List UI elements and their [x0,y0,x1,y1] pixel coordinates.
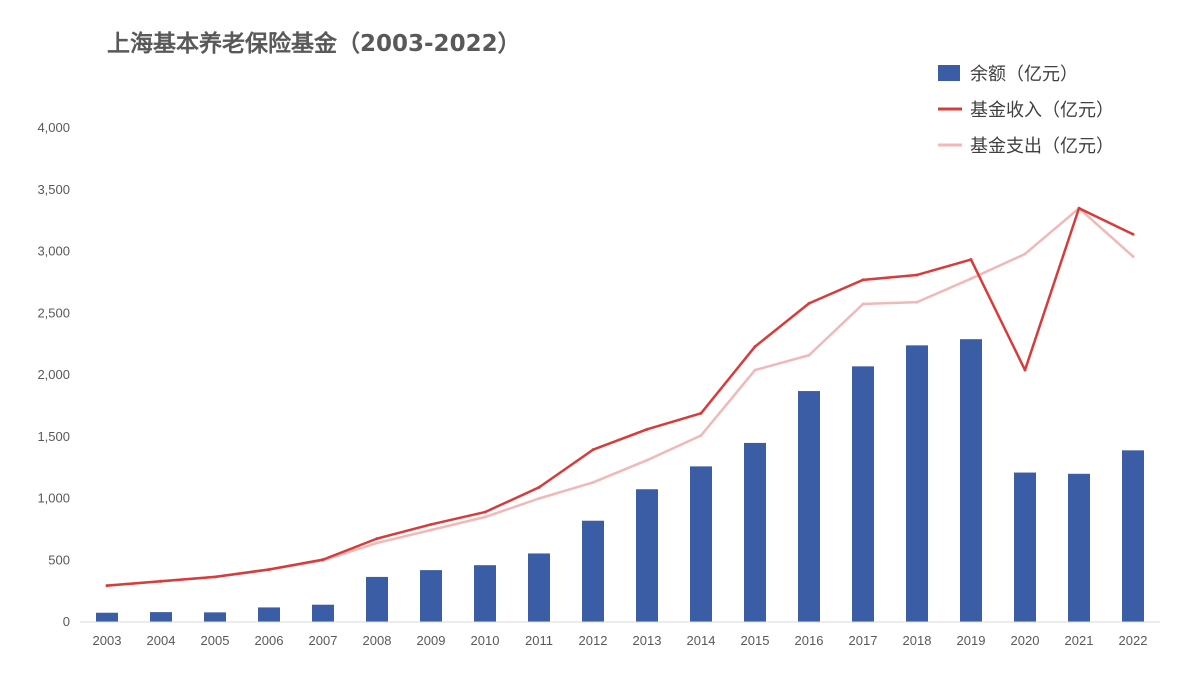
line-point [915,273,919,277]
y-tick-label: 0 [63,614,70,629]
x-tick-label: 2022 [1119,633,1148,648]
line-point [753,368,757,372]
line-point [267,567,271,572]
bar [204,612,226,622]
line-point [861,302,865,306]
line-point [429,528,433,532]
legend-label: 基金支出（亿元） [970,136,1114,157]
y-tick-label: 2,000 [37,367,70,382]
bar [690,466,712,622]
bar [150,612,172,622]
y-tick-label: 2,500 [37,305,70,320]
line-point [375,541,379,545]
line-point [699,433,703,438]
bar [1068,473,1090,622]
y-tick-label: 1,000 [37,491,70,506]
line-point [537,496,541,501]
legend-swatch [938,65,960,81]
bar [960,339,982,622]
bar [258,607,280,622]
x-tick-label: 2020 [1011,633,1040,648]
y-tick-label: 1,500 [37,429,70,444]
line-point [1077,206,1081,210]
bar [1014,472,1036,622]
y-tick-label: 3,500 [37,182,70,197]
line-point [807,301,811,305]
x-tick-label: 2016 [795,633,824,648]
bar [744,442,766,622]
line-point [861,278,865,282]
line-point [807,353,811,357]
bar [1122,450,1144,622]
x-tick-label: 2006 [255,633,284,648]
line-point [429,522,433,527]
line-point [375,537,379,541]
x-tick-label: 2015 [741,633,770,648]
x-tick-label: 2017 [849,633,878,648]
bar [312,604,334,622]
series-line [105,207,1135,587]
bar [906,345,928,622]
x-tick-label: 2005 [201,633,230,648]
line-point [1131,232,1135,236]
chart-title: 上海基本养老保险基金（2003-2022） [107,31,521,57]
x-tick-label: 2011 [525,633,553,648]
bar [798,391,820,622]
line-point [159,579,163,583]
x-tick-label: 2008 [363,633,392,648]
bar [420,570,442,622]
line-point [483,510,487,514]
line-point [591,448,595,452]
legend-label: 基金收入（亿元） [970,100,1114,121]
line-point [1023,252,1027,256]
line-point [699,411,703,415]
y-tick-label: 4,000 [37,120,70,135]
x-tick-label: 2013 [633,633,662,648]
x-tick-label: 2014 [687,633,716,648]
line-point [483,515,487,519]
x-tick-label: 2003 [93,633,122,648]
y-tick-label: 500 [48,552,70,567]
bar [582,520,604,622]
bar [96,612,118,622]
line-point [213,575,217,579]
line-point [537,485,541,489]
x-tick-label: 2009 [417,633,446,648]
line-point [1131,254,1135,259]
line-point [969,257,973,262]
x-tick-label: 2004 [147,633,176,648]
line-point [645,427,649,431]
bar [636,489,658,622]
x-tick-label: 2010 [471,633,500,648]
x-tick-label: 2018 [903,633,932,648]
line-point [105,583,109,588]
line-point [969,277,973,281]
legend-label: 余额（亿元） [970,64,1078,85]
x-tick-label: 2012 [579,633,608,648]
line-point [1023,368,1027,372]
x-tick-label: 2019 [957,633,986,648]
x-tick-label: 2021 [1065,633,1094,648]
bar [852,366,874,622]
line-point [753,344,757,349]
bar [474,565,496,622]
line-point [915,300,919,304]
bar [366,576,388,622]
x-tick-label: 2007 [309,633,338,648]
line-point [645,458,649,462]
line-point [321,558,325,562]
bar [528,553,550,622]
y-tick-label: 3,000 [37,244,70,259]
line-point [591,480,595,485]
